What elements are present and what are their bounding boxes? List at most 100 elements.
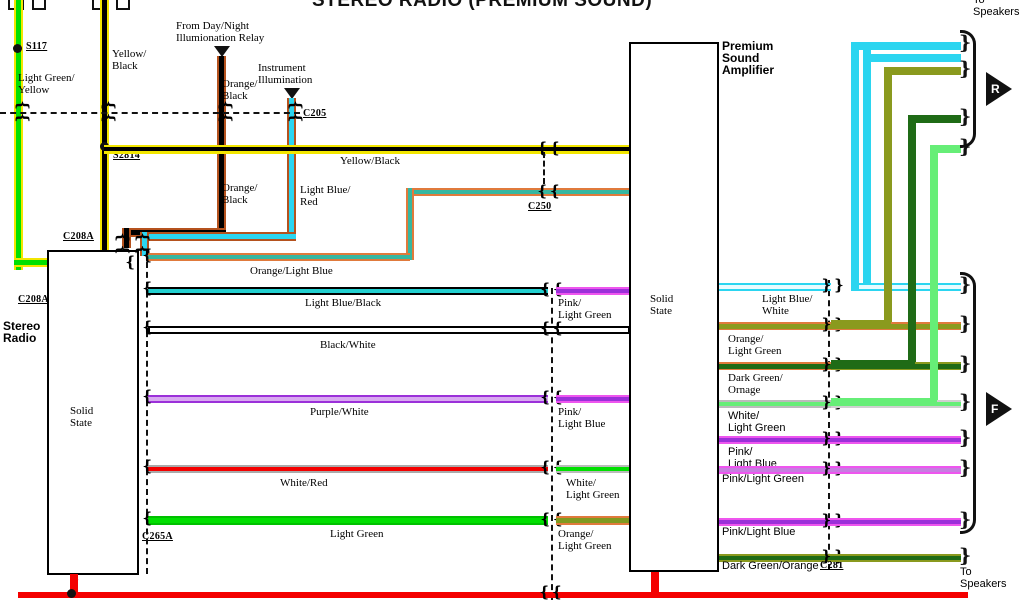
wire-yellow-black-run bbox=[104, 147, 629, 151]
wire-olb-drop bbox=[408, 188, 412, 260]
wire-pink-light-blue-3 bbox=[719, 520, 831, 524]
wire-pink-light-green bbox=[556, 289, 630, 293]
splice-ground-dot bbox=[67, 589, 76, 598]
wire-white-red bbox=[148, 467, 548, 471]
wire-label-orange-black-2: Orange/ Black bbox=[222, 182, 258, 206]
harness-c205-dashed bbox=[0, 112, 300, 114]
top-stub-mid-b bbox=[116, 0, 130, 10]
harness-amp-left-dashed bbox=[551, 288, 553, 600]
wire-label-white-red: White/Red bbox=[280, 477, 328, 489]
wire-label-dark-green-orange-2: Dark Green/Orange bbox=[722, 560, 819, 572]
dest-speakers-bottom-label: To Speakers bbox=[960, 566, 1007, 590]
wire-label-pink-light-blue: Pink/ Light Blue bbox=[558, 406, 606, 430]
speaker-end-9-icon: } bbox=[959, 427, 972, 449]
wire-light-green bbox=[148, 518, 548, 523]
connector-c265a-label: C265A bbox=[142, 531, 173, 542]
wire-label-white-light-green: White/ Light Green bbox=[566, 477, 620, 501]
wire-white-light-green-2 bbox=[719, 402, 831, 406]
wire-label-pink-light-blue-2: Pink/Light Blue bbox=[722, 526, 796, 538]
wire-lgy-bend bbox=[14, 260, 54, 265]
speaker-bracket-rear bbox=[960, 30, 976, 148]
wire-dkgreen2-out bbox=[831, 556, 961, 560]
wire-orange-light-green-short bbox=[556, 518, 630, 523]
wire-amp-ground-drop bbox=[651, 572, 659, 598]
connector-c281-pin-1-icon: ❵❵ bbox=[820, 276, 846, 294]
wire-olive-bend bbox=[831, 320, 891, 328]
wire-label-yellow-black: Yellow/ Black bbox=[112, 48, 147, 72]
wire-palegreen-top bbox=[930, 145, 961, 153]
wire-olb-lower bbox=[148, 255, 410, 259]
wire-dkgreen-riser bbox=[908, 115, 916, 365]
wire-dark-green-orange bbox=[719, 364, 831, 369]
wire-label-light-blue-white: Light Blue/ White bbox=[762, 293, 813, 317]
source-instr-arrow-icon bbox=[284, 88, 300, 99]
source-day-night-label: From Day/Night Illumionation Relay bbox=[176, 20, 265, 44]
speaker-end-2-icon: } bbox=[959, 58, 972, 80]
connector-c205-pin-2-icon: ❴❴ bbox=[100, 98, 119, 125]
wire-cyan-riser-b bbox=[863, 42, 871, 290]
speaker-end-3-icon: } bbox=[959, 106, 972, 128]
connector-c205-pin-1-icon: ❴❴ bbox=[14, 98, 33, 125]
top-stub-left-b bbox=[32, 0, 46, 10]
wire-light-blue-black bbox=[148, 289, 548, 293]
wire-pink-light-blue bbox=[556, 397, 630, 401]
page-title: STEREO RADIO (PREMIUM SOUND) bbox=[312, 0, 653, 11]
splice-s2814-label: S2814 bbox=[113, 150, 141, 161]
radio-pin-olb-icon: ❴ bbox=[141, 246, 154, 264]
stereo-radio-inner-label: Solid State bbox=[70, 405, 94, 429]
connector-c208a-left-label: C208A bbox=[18, 294, 49, 305]
wire-radio-ground-drop bbox=[70, 574, 78, 596]
wire-label-pink-light-green-right: Pink/Light Green bbox=[722, 473, 804, 485]
connector-c205-pin-4-icon: ❴❴ bbox=[287, 98, 306, 125]
radio-pin-bw-icon: ❴ bbox=[141, 318, 154, 336]
wire-olb-upper bbox=[406, 190, 629, 194]
wire-label-orange-light-blue: Orange/Light Blue bbox=[250, 265, 333, 277]
wire-label-light-green: Light Green bbox=[330, 528, 384, 540]
wire-cyan-riser-a bbox=[851, 42, 859, 290]
stereo-radio-title: Stereo Radio bbox=[3, 319, 41, 345]
wire-label-pink-light-green: Pink/ Light Green bbox=[558, 297, 612, 321]
connector-c250-dash bbox=[543, 152, 545, 184]
wire-olive-riser bbox=[884, 67, 892, 325]
wire-label-light-blue-red: Light Blue/ Red bbox=[300, 184, 351, 208]
radio-pin-wr-icon: ❴ bbox=[141, 457, 154, 475]
wire-light-green-yellow bbox=[16, 0, 21, 270]
wire-orange-light-green-2 bbox=[719, 324, 831, 329]
connector-pin-bw-icon: ❴❴ bbox=[539, 319, 565, 337]
radio-pin-lg-icon: ❴ bbox=[141, 509, 154, 527]
wire-cyan-top-a bbox=[851, 42, 961, 50]
radio-pin-c208a-left-icon: ❴ bbox=[124, 253, 137, 271]
dest-speakers-top-label: To Speakers bbox=[973, 0, 1020, 18]
harness-radio-dashed bbox=[146, 262, 148, 574]
connector-c205-pin-3-icon: ❴❴ bbox=[217, 98, 236, 125]
wire-ground-bus bbox=[18, 592, 968, 598]
wire-olive-top bbox=[884, 67, 961, 75]
connector-c208a-top-label: C208A bbox=[63, 231, 94, 242]
wire-lbr-bend bbox=[140, 234, 296, 239]
amplifier-title: Premium Sound Amplifier bbox=[722, 39, 775, 77]
speaker-end-7-icon: } bbox=[959, 353, 972, 375]
wire-purple-white bbox=[148, 397, 548, 401]
wire-palegreen-riser bbox=[930, 145, 938, 405]
wire-label-dark-green-ornage: Dark Green/ Ornage bbox=[728, 372, 783, 396]
radio-pin-lbb-icon: ❴ bbox=[141, 279, 154, 297]
wire-label-yellow-black-run: Yellow/Black bbox=[340, 155, 400, 167]
wire-label-black-white: Black/White bbox=[320, 339, 376, 351]
wire-label-orange-light-green: Orange/ Light Green bbox=[558, 528, 612, 552]
wire-lbr-drop bbox=[142, 232, 147, 256]
wire-label-orange-light-green-right: Orange/ Light Green bbox=[728, 333, 782, 357]
wire-dkgreen-top bbox=[908, 115, 961, 123]
connector-ground-pin-icon: ❴❴ bbox=[538, 583, 564, 601]
connector-c281-label: C281 bbox=[820, 560, 844, 571]
speaker-group-front-letter: F bbox=[991, 402, 999, 416]
speaker-group-front-icon: F bbox=[986, 392, 1012, 426]
speaker-group-rear-letter: R bbox=[991, 82, 1000, 96]
premium-sound-amplifier-module bbox=[629, 42, 719, 572]
wire-magenta-out bbox=[831, 438, 961, 442]
wire-dkgreen-bend bbox=[831, 360, 915, 368]
radio-pin-pw-icon: ❴ bbox=[141, 387, 154, 405]
wire-cyan-top-b bbox=[863, 54, 961, 62]
wire-olive-out bbox=[831, 324, 961, 329]
connector-c250-pin-bottom-icon: ❴❴ bbox=[536, 182, 562, 200]
